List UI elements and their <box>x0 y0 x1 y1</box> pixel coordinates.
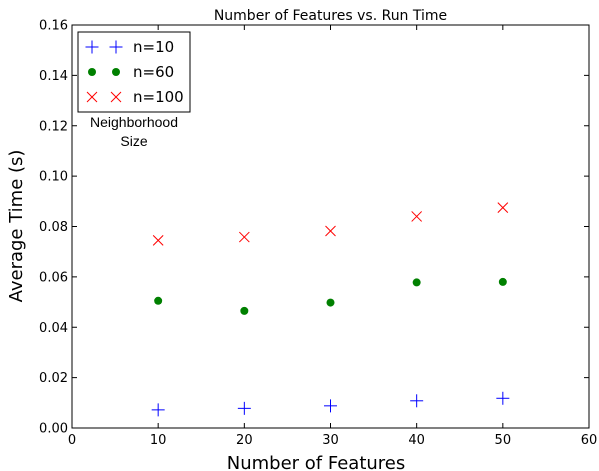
data-point-n-100 <box>325 225 336 237</box>
legend-label: n=60 <box>133 63 174 81</box>
legend-marker-n-100 <box>110 91 122 103</box>
data-point-n-60 <box>154 296 163 305</box>
y-tick-label: 0.04 <box>39 321 68 336</box>
y-tick-label: 0.02 <box>39 371 68 386</box>
x-tick-label: 20 <box>236 433 253 448</box>
x-tick-label: 10 <box>150 433 167 448</box>
y-tick-label: 0.06 <box>39 270 68 285</box>
legend-marker-n-100 <box>86 91 98 103</box>
y-axis-ticks: 0.00 0.02 0.04 0.06 0.08 0.10 0.12 0.14 0.16 <box>39 19 589 437</box>
data-point-n-10 <box>410 394 424 408</box>
data-point-n-10 <box>496 391 510 405</box>
data-point-n-100 <box>411 211 423 222</box>
data-point-n-60 <box>412 278 421 287</box>
y-tick-label: 0.00 <box>39 422 68 437</box>
y-tick-label: 0.10 <box>39 170 68 185</box>
x-axis-ticks: 0 10 20 30 40 50 60 <box>68 25 597 448</box>
data-point-n-60 <box>498 277 507 286</box>
x-tick-label: 60 <box>581 433 598 448</box>
legend-marker-n-60 <box>112 68 120 76</box>
data-point-n-10 <box>237 401 251 415</box>
y-tick-label: 0.14 <box>39 69 68 84</box>
data-point-n-100 <box>238 231 250 243</box>
legend-label: n=100 <box>133 88 184 106</box>
legend-entries: n=10 n=60 n=100 <box>85 38 184 106</box>
x-tick-label: 0 <box>68 433 76 448</box>
legend-title-line-1: Neighborhood <box>90 114 178 130</box>
data-point-n-100 <box>497 202 509 213</box>
data-point-n-100 <box>152 234 164 246</box>
y-tick-label: 0.08 <box>39 220 68 235</box>
y-tick-label: 0.12 <box>39 119 68 134</box>
x-tick-label: 30 <box>322 433 339 448</box>
x-axis-label: Number of Features <box>227 453 406 471</box>
legend-marker-n-10 <box>85 40 99 54</box>
data-points <box>151 202 510 417</box>
legend-marker-n-60 <box>88 68 96 76</box>
data-point-n-10 <box>151 403 165 417</box>
legend: n=10 n=60 n=100 Neighborhood Size <box>77 31 191 149</box>
data-point-n-60 <box>240 306 249 315</box>
data-point-n-10 <box>324 399 337 413</box>
x-tick-label: 40 <box>408 433 425 448</box>
legend-label: n=10 <box>133 38 174 56</box>
x-tick-label: 50 <box>495 433 512 448</box>
data-point-n-60 <box>326 298 335 307</box>
y-tick-label: 0.16 <box>39 19 68 34</box>
y-axis-label: Average Time (s) <box>6 150 27 303</box>
legend-box <box>77 31 191 113</box>
legend-title-line-2: Size <box>120 133 147 149</box>
legend-marker-n-10 <box>109 40 123 54</box>
chart-title: Number of Features vs. Run Time <box>214 8 447 24</box>
